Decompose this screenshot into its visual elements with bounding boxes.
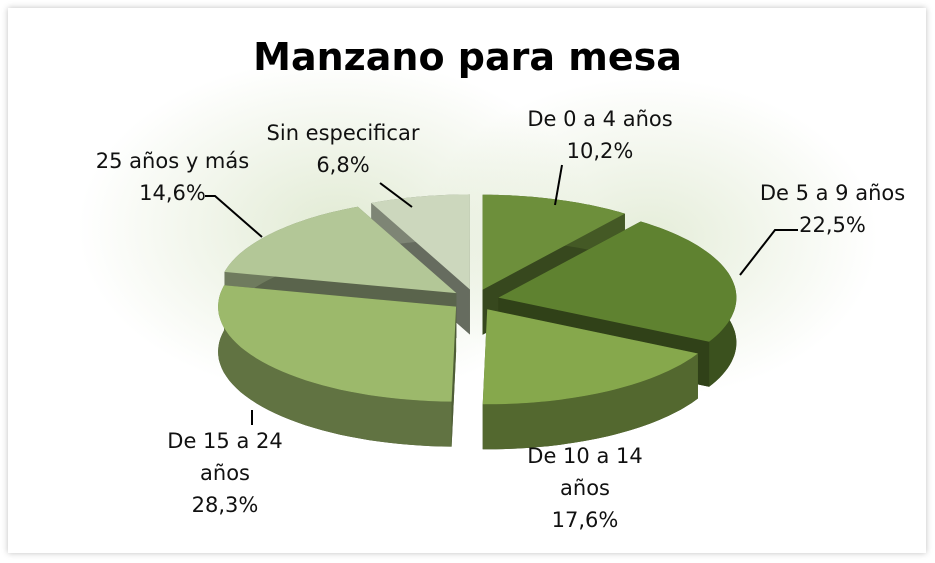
data-label: De 5 a 9 años 22,5% — [755, 177, 910, 241]
pie-slice — [498, 221, 737, 342]
data-label-category: De 5 a 9 años — [759, 181, 906, 205]
data-label-category: 25 años y más — [95, 149, 250, 173]
data-label-value: 6,8% — [316, 153, 370, 177]
data-label-value: 10,2% — [566, 139, 634, 163]
pie-slice — [482, 309, 698, 405]
data-label: De 10 a 14 años 17,6% — [520, 440, 650, 536]
data-label-value: 14,6% — [139, 181, 206, 205]
slice-side — [482, 353, 698, 450]
pie-slice — [482, 194, 625, 290]
data-label: De 0 a 4 años 10,2% — [525, 103, 675, 167]
slice — [482, 309, 698, 450]
data-label: 25 años y más 14,6% — [85, 145, 260, 209]
data-label: De 15 a 24 años 28,3% — [160, 425, 290, 521]
pie-slice — [224, 206, 457, 294]
leader-line — [739, 229, 798, 276]
data-label: Sin especificar 6,8% — [258, 117, 428, 181]
pie-slice — [371, 194, 470, 290]
data-label-category: Sin especificar — [266, 121, 420, 145]
data-label-value: 28,3% — [191, 493, 259, 517]
data-label-value: 17,6% — [551, 508, 619, 532]
data-label-category: De 0 a 4 años — [527, 107, 673, 131]
leader-line — [379, 182, 413, 208]
pie-slice — [218, 285, 457, 402]
data-label-category: De 15 a 24 años — [167, 429, 283, 485]
slice — [218, 285, 457, 447]
data-label-category: De 10 a 14 años — [527, 444, 643, 500]
leader-line — [205, 195, 263, 238]
chart-title: Manzano para mesa — [253, 35, 682, 79]
slice-side — [218, 285, 452, 447]
data-label-value: 22,5% — [799, 213, 866, 237]
leader-line — [554, 164, 563, 206]
